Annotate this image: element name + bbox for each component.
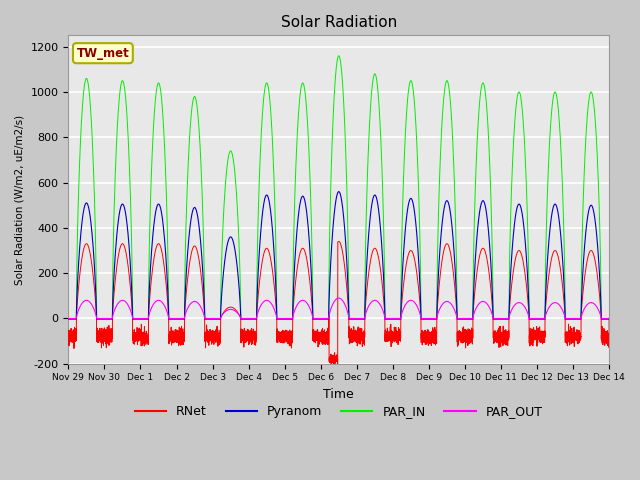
Y-axis label: Solar Radiation (W/m2, uE/m2/s): Solar Radiation (W/m2, uE/m2/s) xyxy=(15,114,25,285)
Legend: RNet, Pyranom, PAR_IN, PAR_OUT: RNet, Pyranom, PAR_IN, PAR_OUT xyxy=(130,400,548,423)
X-axis label: Time: Time xyxy=(323,388,354,401)
Title: Solar Radiation: Solar Radiation xyxy=(280,15,397,30)
Text: TW_met: TW_met xyxy=(77,47,129,60)
